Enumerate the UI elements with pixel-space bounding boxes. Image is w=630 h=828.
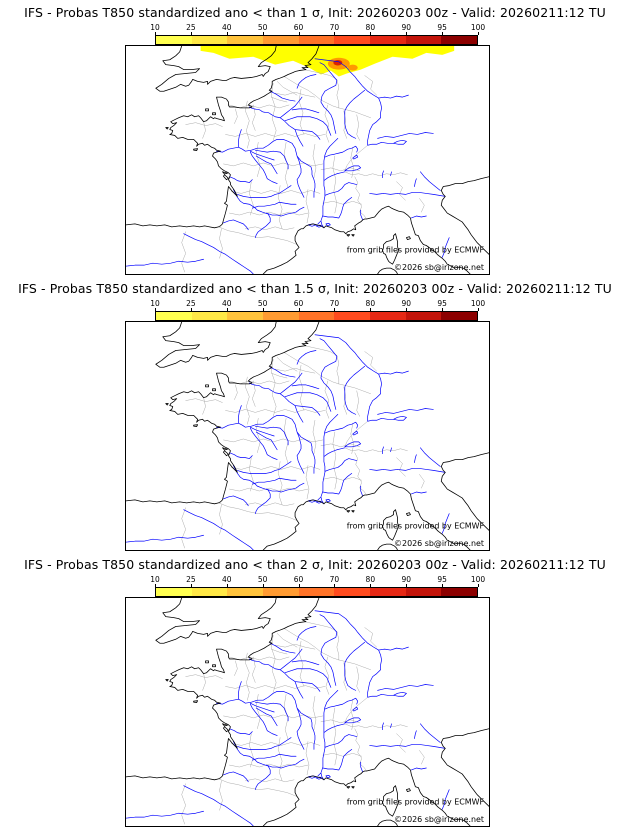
colorbar-tick-labels: 10 25 40 50 60 70 80 90 95 100 [150,575,485,584]
colorbar-ticks [155,308,479,311]
map-france [125,45,490,275]
tick-label: 90 [401,23,411,32]
panel-1p5sigma: IFS - Probas T850 standardized ano < tha… [0,276,630,552]
map-france [125,321,490,551]
panel-2sigma: IFS - Probas T850 standardized ano < tha… [0,552,630,828]
tick-label: 60 [293,23,304,32]
tick-label: 40 [221,299,232,308]
tick-label: 50 [257,575,268,584]
colorbar-ticks [155,32,479,35]
map-france [125,597,490,827]
tick-label: 50 [257,23,268,32]
colorbar-ticks [155,584,479,587]
tick-label: 80 [365,23,376,32]
map-base-layer [126,46,489,274]
panel-1sigma: IFS - Probas T850 standardized ano < tha… [0,0,630,276]
tick-label: 40 [221,23,232,32]
tick-label: 60 [293,299,304,308]
colorbar: 10 25 40 50 60 70 80 90 95 100 [150,299,485,321]
map-base-layer [126,322,489,550]
tick-label: 25 [186,575,196,584]
colorbar: 10 25 40 50 60 70 80 90 95 100 [150,575,485,597]
panel-title: IFS - Probas T850 standardized ano < tha… [24,557,606,572]
tick-label: 10 [150,299,160,308]
tick-label: 80 [365,575,376,584]
tick-label: 60 [293,575,304,584]
tick-label: 10 [150,575,160,584]
tick-label: 50 [257,299,268,308]
colorbar-gradient [155,311,478,321]
tick-label: 25 [186,299,196,308]
tick-label: 95 [437,575,447,584]
tick-label: 40 [221,575,232,584]
map-shading-layer [200,46,455,77]
panel-title: IFS - Probas T850 standardized ano < tha… [24,5,606,20]
tick-label: 10 [150,23,160,32]
tick-label: 100 [470,299,486,308]
tick-label: 70 [329,299,340,308]
panel-title: IFS - Probas T850 standardized ano < tha… [18,281,612,296]
tick-label: 90 [401,299,411,308]
colorbar-tick-labels: 10 25 40 50 60 70 80 90 95 100 [150,23,485,32]
tick-label: 70 [329,23,340,32]
colorbar-gradient [155,35,478,45]
colorbar-gradient [155,587,478,597]
colorbar: 10 25 40 50 60 70 80 90 95 100 [150,23,485,45]
tick-label: 95 [437,299,447,308]
colorbar-tick-labels: 10 25 40 50 60 70 80 90 95 100 [150,299,485,308]
tick-label: 70 [329,575,340,584]
tick-label: 100 [470,23,486,32]
map-base-layer [126,598,489,826]
tick-label: 25 [186,23,196,32]
tick-label: 80 [365,299,376,308]
tick-label: 95 [437,23,447,32]
tick-label: 90 [401,575,411,584]
tick-label: 100 [470,575,486,584]
